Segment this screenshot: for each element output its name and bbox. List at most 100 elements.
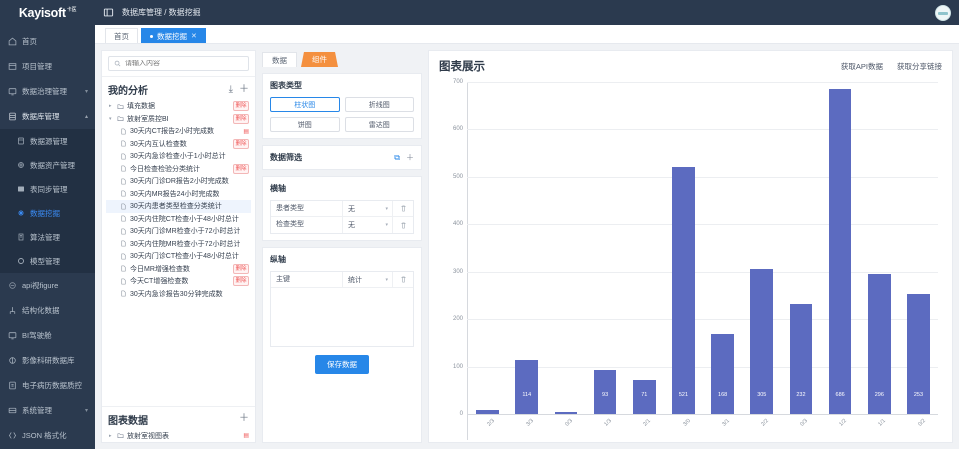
chart-type-line[interactable]: 折线图	[344, 97, 414, 112]
chart-body: 0 100 200 300 400 500 600 700 9 114 0 93 71 521 168 30…	[429, 76, 952, 442]
tree-node-folder[interactable]: ▸ 放射室视图表 ▤	[106, 430, 251, 443]
delete-row-button[interactable]	[393, 222, 413, 229]
sidebar-item-home[interactable]: 首页	[0, 29, 95, 54]
x-label-slot: 0/2	[899, 414, 938, 440]
delete-row-button[interactable]	[393, 276, 413, 283]
sidebar-item-algorithm[interactable]: 算法管理	[0, 225, 95, 249]
delete-icon[interactable]: ▤	[243, 433, 249, 440]
x-label-slot: 0/3	[546, 414, 585, 440]
bar[interactable]: 305	[750, 269, 774, 414]
chevron-down-icon[interactable]: ▾	[109, 115, 112, 122]
tree-node-file[interactable]: 30天内CT报告2小时完成数 ▤	[106, 125, 251, 138]
bar[interactable]: 0	[554, 406, 578, 414]
subtab-component[interactable]: 组件	[301, 52, 338, 67]
add-icon[interactable]: ＋	[239, 413, 249, 424]
tree-node-file[interactable]: 30天内互认检查数 删除	[106, 138, 251, 151]
get-api-data-link[interactable]: 获取API数据	[840, 61, 883, 71]
search-box[interactable]	[108, 56, 249, 71]
save-button[interactable]: 保存数据	[315, 355, 369, 374]
tree-node-file[interactable]: 30天内MR报告24小时完成数	[106, 188, 251, 201]
bar[interactable]: 71	[632, 380, 656, 414]
tree-node-file[interactable]: 今日MR增强检查数 删除	[106, 263, 251, 276]
tree-node-file[interactable]: 30天内住院CT检查小于48小时总计	[106, 213, 251, 226]
data-filter-title: 数据筛选	[270, 153, 302, 162]
axis-agg-select[interactable]: 统计 ▾	[343, 272, 393, 287]
bar-slot: 9	[468, 82, 507, 414]
file-icon	[121, 140, 126, 147]
tree-node-file-selected[interactable]: 30天内患者类型检查分类统计	[106, 200, 251, 213]
close-icon[interactable]: ✕	[191, 32, 197, 40]
avatar[interactable]	[935, 4, 951, 21]
copy-icon[interactable]: ⧉	[394, 152, 400, 162]
bar[interactable]: 232	[789, 303, 813, 414]
delete-tag[interactable]: 删除	[232, 163, 249, 174]
sidebar-item-model[interactable]: 模型管理	[0, 249, 95, 273]
chart-type-bar[interactable]: 柱状图	[270, 97, 340, 112]
tree-node-folder[interactable]: ▾ 放射室质控BI 删除	[106, 113, 251, 126]
x-label-slot: 2/1	[625, 414, 664, 440]
sidebar-item-structured[interactable]: 结构化数据	[0, 298, 95, 323]
analysis-title: 我的分析	[108, 86, 148, 97]
sidebar-item-governance[interactable]: 数据治理管理 ▾	[0, 79, 95, 104]
tree-node-file[interactable]: 30天内门诊CT检查小于48小时总计	[106, 250, 251, 263]
search-input[interactable]	[125, 60, 243, 67]
delete-tag[interactable]: 删除	[232, 113, 249, 124]
tab-home[interactable]: 首页	[105, 28, 138, 43]
tree-node-file[interactable]: 30天内急诊检查小于1小时总计	[106, 150, 251, 163]
get-share-link[interactable]: 获取分享链接	[897, 61, 942, 71]
axis-agg-select[interactable]: 无 ▾	[343, 217, 393, 233]
sidebar-item-table-sync[interactable]: 表同步管理	[0, 177, 95, 201]
bar-value-label: 686	[835, 392, 845, 398]
bar[interactable]: 521	[672, 166, 695, 414]
sidebar-item-api[interactable]: api视figure	[0, 273, 95, 298]
chevron-right-icon[interactable]: ▸	[109, 432, 112, 439]
chart-type-radar[interactable]: 雷达图	[344, 117, 414, 132]
add-icon[interactable]: ＋	[406, 152, 414, 162]
delete-tag[interactable]: 删除	[232, 263, 249, 274]
bar[interactable]: 168	[711, 334, 734, 414]
tree-node-file[interactable]: 30天内住院MR检查小于72小时总计	[106, 238, 251, 251]
tree-node-file[interactable]: 30天内急诊报告30分钟完成数	[106, 288, 251, 301]
file-icon	[121, 203, 126, 210]
sidebar-item-datasource[interactable]: 数据源管理	[0, 129, 95, 153]
tree-node-file[interactable]: 30天内门诊MR检查小于72小时总计	[106, 225, 251, 238]
sidebar-item-system[interactable]: 系统管理 ▾	[0, 398, 95, 423]
sidebar-item-json[interactable]: JSON 格式化	[0, 423, 95, 448]
sidebar-item-asset[interactable]: 数据资产管理	[0, 153, 95, 177]
sidebar-item-imaging[interactable]: 影像科研数据库	[0, 348, 95, 373]
chevron-right-icon[interactable]: ▸	[109, 103, 112, 110]
bar[interactable]: 114	[515, 359, 539, 414]
tree-node-folder[interactable]: ▸ 填充数据 删除	[106, 100, 251, 113]
bar-value-label: 521	[678, 392, 689, 398]
sidebar-item-bi[interactable]: BI驾驶舱	[0, 323, 95, 348]
bar[interactable]: 253	[907, 294, 930, 414]
bar[interactable]: 296	[867, 273, 891, 414]
axis-agg-select[interactable]: 无 ▾	[343, 201, 393, 216]
tree-node-file[interactable]: 30天内门诊DR报告2小时完成数	[106, 175, 251, 188]
subtab-data[interactable]: 数据	[262, 52, 297, 67]
tab-mining[interactable]: 数据挖掘 ✕	[141, 28, 206, 43]
sidebar-item-project[interactable]: 项目管理	[0, 54, 95, 79]
add-icon[interactable]: ＋	[239, 83, 249, 95]
tree-node-file[interactable]: 今日检查检验分类统计 删除	[106, 163, 251, 176]
delete-icon[interactable]: ▤	[243, 128, 249, 135]
bar[interactable]: 93	[593, 369, 617, 414]
main-area: 数据库管理 / 数据挖掘 首页 数据挖掘 ✕ 我的	[95, 0, 959, 449]
bar-value-label: 93	[602, 392, 609, 398]
y-axis-title: 纵轴	[270, 255, 286, 264]
delete-tag[interactable]: 删除	[232, 138, 249, 149]
menu-collapse-icon[interactable]	[103, 7, 114, 18]
y-axis-dropzone[interactable]	[271, 288, 413, 346]
bar[interactable]: 686	[828, 88, 852, 414]
file-icon	[121, 190, 126, 197]
delete-tag[interactable]: 删除	[232, 101, 249, 112]
tree-node-file[interactable]: 今天CT增强检查数 删除	[106, 275, 251, 288]
import-icon[interactable]: ⤓	[228, 83, 233, 95]
delete-tag[interactable]: 删除	[232, 276, 249, 287]
bar[interactable]: 9	[476, 406, 499, 414]
delete-row-button[interactable]	[393, 205, 413, 212]
sidebar-item-database[interactable]: 数据库管理 ▴	[0, 104, 95, 129]
sidebar-item-emr[interactable]: 电子病历数据质控	[0, 373, 95, 398]
sidebar-item-mining[interactable]: 数据挖掘	[0, 201, 95, 225]
chart-type-pie[interactable]: 饼图	[270, 117, 340, 132]
